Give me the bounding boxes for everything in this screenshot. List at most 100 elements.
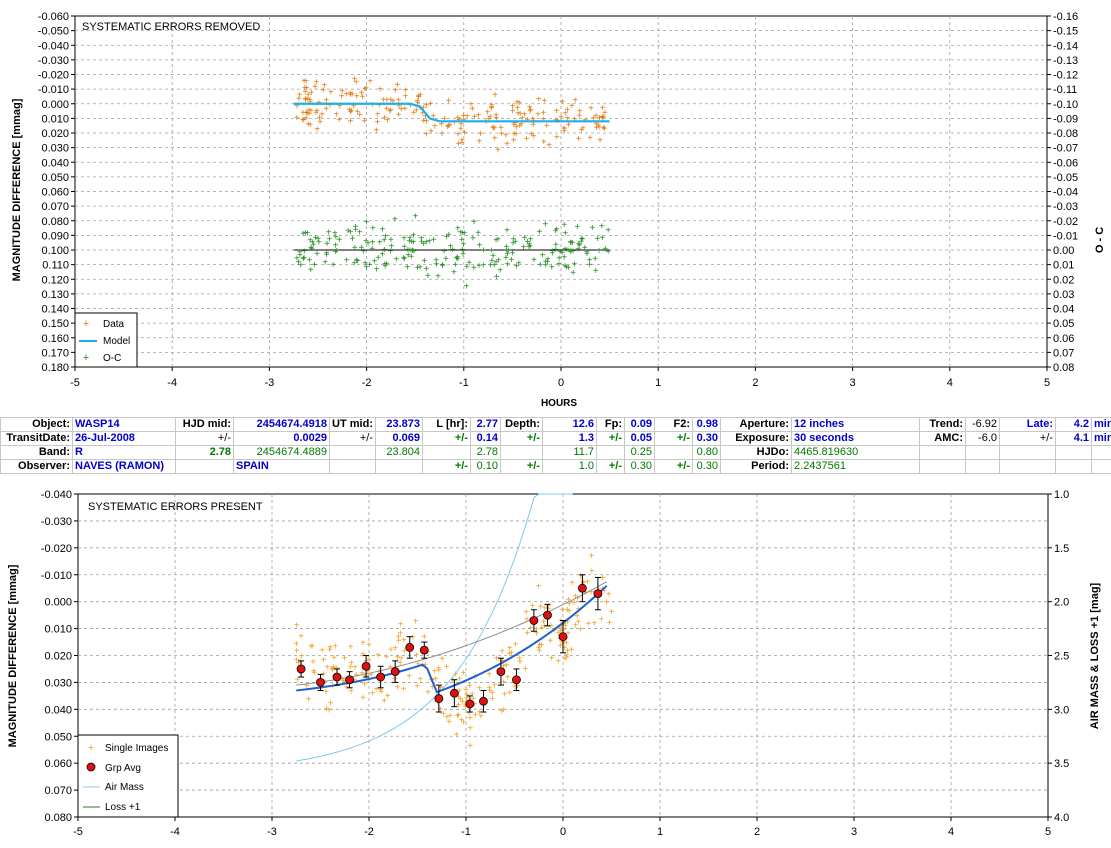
- single-image-point: +: [562, 621, 568, 632]
- data-point: +: [354, 91, 360, 102]
- data-point: +: [300, 108, 306, 119]
- oc-point: +: [355, 256, 361, 267]
- data-point: +: [351, 101, 357, 112]
- data-point: +: [420, 116, 426, 127]
- y-tick-label: 0.040: [41, 157, 69, 169]
- oc-point: +: [463, 281, 469, 292]
- oc-point: +: [514, 261, 520, 272]
- single-image-point: +: [368, 670, 374, 681]
- oc-point: +: [574, 222, 580, 233]
- fp-pm: +/-: [596, 431, 626, 446]
- oc-point: +: [504, 225, 510, 236]
- data-point: +: [303, 76, 309, 87]
- single-image-point: +: [476, 684, 482, 695]
- oc-point: +: [605, 247, 611, 258]
- single-image-point: +: [323, 687, 329, 698]
- data-point: +: [493, 113, 499, 124]
- oc-point: +: [324, 249, 330, 260]
- data-point: +: [416, 93, 422, 104]
- oc-point: +: [333, 232, 339, 243]
- data-point: +: [301, 115, 307, 126]
- single-image-point: +: [434, 698, 440, 709]
- data-point: +: [459, 135, 465, 146]
- single-image-point: +: [555, 657, 561, 668]
- single-image-point: +: [439, 654, 445, 665]
- oc-point: +: [455, 252, 461, 263]
- single-image-point: +: [572, 591, 578, 602]
- data-point: +: [361, 116, 367, 127]
- y-tick-label: -0.020: [41, 543, 72, 555]
- grp-avg-point: [479, 696, 488, 706]
- data-point: +: [572, 95, 578, 106]
- single-image-point: +: [324, 662, 330, 673]
- top-y2-ticks: -0.16 -0.15 -0.14 -0.13 -0.12 -0.11 -0.10 -0.09…: [1047, 11, 1078, 374]
- data-point: +: [346, 105, 352, 116]
- y-tick-label: 0.080: [44, 812, 72, 824]
- svg-text:+: +: [83, 318, 89, 330]
- band-label: Band:: [0, 445, 73, 460]
- single-image-point: +: [441, 709, 447, 720]
- amc-label: AMC:: [919, 431, 967, 446]
- transit-date-label: TransitDate:: [0, 431, 73, 446]
- bottom-plot-area: [77, 493, 1049, 818]
- y-tick-label: 0.030: [41, 143, 69, 155]
- data-point: +: [369, 100, 375, 111]
- depth-pm: +/-: [500, 431, 543, 446]
- single-image-point: +: [545, 604, 551, 615]
- x-tick-label: -3: [267, 826, 277, 838]
- top-x-ticks: -5 -4 -3 -2 -1 0 1 2 3 4 5: [70, 367, 1050, 389]
- data-point: +: [510, 106, 516, 117]
- oc-point: +: [564, 245, 570, 256]
- data-point: +: [462, 128, 468, 139]
- single-image-point: +: [394, 652, 400, 663]
- data-point: +: [428, 126, 434, 137]
- data-point: +: [490, 124, 496, 135]
- data-point: +: [544, 121, 550, 132]
- data-point: +: [384, 95, 390, 106]
- single-image-point: +: [294, 621, 300, 632]
- oc-point: +: [589, 223, 595, 234]
- single-image-point: +: [320, 669, 326, 680]
- data-point: +: [493, 110, 499, 121]
- oc-point: +: [584, 249, 590, 260]
- oc-point: +: [296, 258, 302, 269]
- single-image-point: +: [555, 628, 561, 639]
- oc-point: +: [307, 255, 313, 266]
- oc-point: +: [324, 250, 330, 261]
- single-image-point: +: [472, 710, 478, 721]
- single-image-point: +: [470, 694, 476, 705]
- y2-tick-label: -0.11: [1053, 84, 1077, 96]
- grp-avg-point: [465, 699, 475, 709]
- data-point: +: [336, 115, 342, 126]
- oc-point: +: [353, 222, 359, 233]
- y2-tick-label: 4.0: [1054, 812, 1069, 824]
- single-image-point: +: [304, 681, 310, 692]
- y-tick-label: 0.000: [41, 99, 69, 111]
- single-image-point: +: [499, 646, 505, 657]
- data-point: +: [420, 103, 426, 114]
- oc-point: +: [407, 233, 413, 244]
- data-point: +: [416, 92, 422, 103]
- data-point: +: [597, 113, 603, 124]
- single-image-point: +: [522, 664, 528, 675]
- data-point: +: [587, 133, 593, 144]
- single-image-point: +: [577, 625, 583, 636]
- data-point: +: [489, 101, 495, 112]
- data-point: +: [569, 101, 575, 112]
- data-point: +: [396, 102, 402, 113]
- oc-point: +: [503, 242, 509, 253]
- single-image-point: +: [348, 658, 354, 669]
- y2-tick-label: -0.12: [1053, 70, 1078, 82]
- single-image-point: +: [369, 688, 375, 699]
- bottom-legend-single: Single Images: [105, 743, 168, 754]
- grp-avg-point: [449, 688, 459, 698]
- data-point: +: [516, 98, 522, 109]
- amc-value: -6.0: [965, 431, 1001, 446]
- data-point: +: [446, 96, 452, 107]
- x-tick-label: -5: [73, 826, 83, 838]
- y2-tick-label: -0.06: [1053, 157, 1078, 169]
- data-point: +: [464, 112, 470, 123]
- info-table: Object: WASP14 HJD mid: 2454674.4918 UT …: [0, 417, 1111, 474]
- oc-point: +: [326, 228, 332, 239]
- single-image-point: +: [436, 663, 442, 674]
